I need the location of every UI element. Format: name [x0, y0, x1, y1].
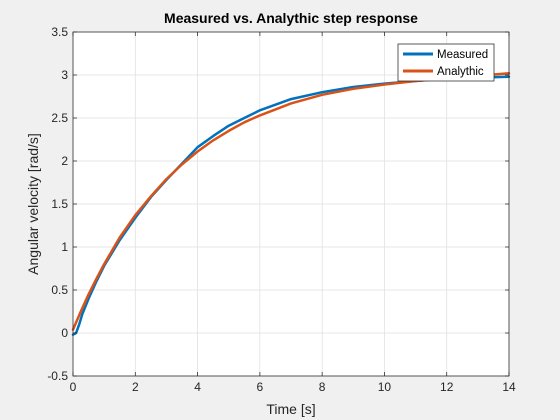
x-tick-label: 8: [319, 380, 326, 394]
ticks: 0 2 4 6 8 10 12 14-0.500.511.522.533.5: [47, 25, 516, 394]
y-tick-label: 0.5: [51, 283, 68, 297]
legend: Measured Analythic: [397, 43, 495, 82]
x-tick-label: 12: [440, 380, 454, 394]
x-tick-label: 0: [70, 380, 77, 394]
y-tick-label: 0: [61, 326, 68, 340]
legend-label-analythic: Analythic: [437, 66, 484, 78]
series-layer: [71, 72, 511, 336]
y-tick-label: 1: [61, 240, 68, 254]
y-tick-label: 2.5: [51, 111, 68, 125]
y-axis-label: Angular velocity [rad/s]: [25, 133, 41, 275]
chart-title: Measured vs. Analythic step response: [164, 10, 418, 26]
legend-box: [397, 43, 495, 82]
y-tick-label: 2: [61, 154, 68, 168]
y-tick-label: 3.5: [51, 25, 68, 39]
x-tick-label: 4: [194, 380, 201, 394]
x-tick-label: 6: [257, 380, 264, 394]
x-tick-label: 14: [502, 380, 516, 394]
x-axis-label: Time [s]: [266, 401, 315, 417]
x-tick-label: 10: [378, 380, 392, 394]
y-tick-label: -0.5: [47, 369, 68, 383]
analythic-line: [71, 72, 511, 331]
legend-label-measured: Measured: [437, 49, 488, 61]
y-tick-label: 3: [61, 68, 68, 82]
x-tick-label: 2: [132, 380, 139, 394]
y-tick-label: 1.5: [51, 197, 68, 211]
